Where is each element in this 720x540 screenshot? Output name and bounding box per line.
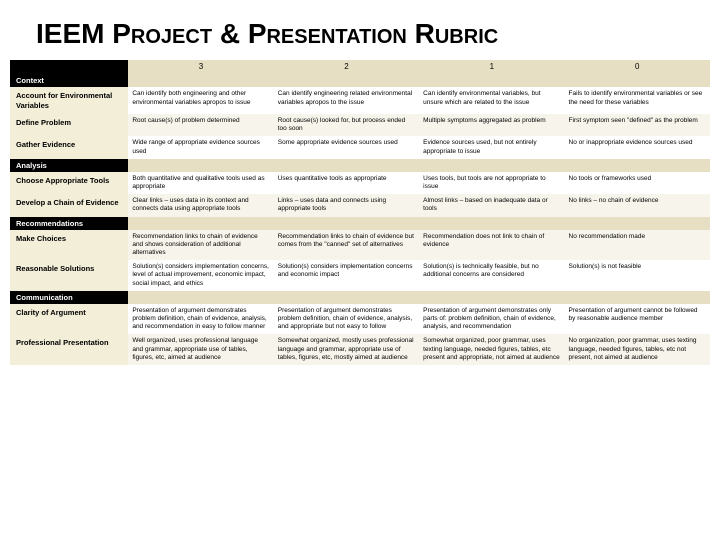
rubric-cell: Solution(s) considers implementation con…: [274, 260, 419, 290]
rubric-cell: Presentation of argument demonstrates on…: [419, 304, 564, 334]
rubric-cell: Root cause(s) of problem determined: [128, 114, 273, 136]
section-label: Recommendations: [10, 217, 128, 230]
rubric-cell: Somewhat organized, poor grammar, uses t…: [419, 334, 564, 364]
page-title: IEEM Project & Presentation Rubric: [0, 0, 720, 60]
rubric-cell: Recommendation links to chain of evidenc…: [274, 230, 419, 260]
rubric-cell: Solution(s) is technically feasible, but…: [419, 260, 564, 290]
rubric-cell: Some appropriate evidence sources used: [274, 136, 419, 158]
rubric-cell: Uses quantitative tools as appropriate: [274, 172, 419, 194]
section-label: Context: [10, 74, 128, 87]
rubric-cell: No or inappropriate evidence sources use…: [565, 136, 710, 158]
header-blank: [10, 60, 128, 74]
rubric-cell: Wide range of appropriate evidence sourc…: [128, 136, 273, 158]
rubric-cell: Presentation of argument demonstrates pr…: [274, 304, 419, 334]
score-header-row: 3 2 1 0: [10, 60, 710, 74]
section-label: Analysis: [10, 159, 128, 172]
table-row: Professional PresentationWell organized,…: [10, 334, 710, 364]
section-header: Analysis: [10, 159, 710, 172]
row-label: Reasonable Solutions: [10, 260, 128, 290]
row-label: Clarity of Argument: [10, 304, 128, 334]
rubric-cell: Can identify both engineering and other …: [128, 87, 273, 114]
row-label: Account for Environmental Variables: [10, 87, 128, 114]
rubric-cell: Uses tools, but tools are not appropriat…: [419, 172, 564, 194]
rubric-cell: Recommendation links to chain of evidenc…: [128, 230, 273, 260]
score-col-2: 2: [274, 60, 419, 74]
table-row: Clarity of ArgumentPresentation of argum…: [10, 304, 710, 334]
rubric-cell: Fails to identify environmental variable…: [565, 87, 710, 114]
rubric-cell: Somewhat organized, mostly uses professi…: [274, 334, 419, 364]
table-row: Gather EvidenceWide range of appropriate…: [10, 136, 710, 158]
rubric-cell: Multiple symptoms aggregated as problem: [419, 114, 564, 136]
score-col-1: 1: [419, 60, 564, 74]
row-label: Choose Appropriate Tools: [10, 172, 128, 194]
section-header-blank: [128, 159, 710, 172]
rubric-cell: No organization, poor grammar, uses text…: [565, 334, 710, 364]
section-label: Communication: [10, 291, 128, 304]
score-col-3: 3: [128, 60, 273, 74]
rubric-cell: Almost links – based on inadequate data …: [419, 194, 564, 216]
table-row: Define ProblemRoot cause(s) of problem d…: [10, 114, 710, 136]
section-header-blank: [128, 74, 710, 87]
row-label: Professional Presentation: [10, 334, 128, 364]
rubric-cell: No links – no chain of evidence: [565, 194, 710, 216]
table-row: Choose Appropriate ToolsBoth quantitativ…: [10, 172, 710, 194]
rubric-cell: Links – uses data and connects using app…: [274, 194, 419, 216]
section-header-blank: [128, 217, 710, 230]
table-row: Reasonable SolutionsSolution(s) consider…: [10, 260, 710, 290]
rubric-cell: Solution(s) considers implementation con…: [128, 260, 273, 290]
rubric-cell: No tools or frameworks used: [565, 172, 710, 194]
rubric-cell: Solution(s) is not feasible: [565, 260, 710, 290]
rubric-cell: No recommendation made: [565, 230, 710, 260]
row-label: Define Problem: [10, 114, 128, 136]
row-label: Gather Evidence: [10, 136, 128, 158]
rubric-cell: Clear links – uses data in its context a…: [128, 194, 273, 216]
rubric-table: 3 2 1 0 ContextAccount for Environmental…: [10, 60, 710, 365]
rubric-cell: Evidence sources used, but not entirely …: [419, 136, 564, 158]
rubric-cell: Can identify environmental variables, bu…: [419, 87, 564, 114]
section-header: Recommendations: [10, 217, 710, 230]
table-row: Make ChoicesRecommendation links to chai…: [10, 230, 710, 260]
section-header: Context: [10, 74, 710, 87]
row-label: Make Choices: [10, 230, 128, 260]
rubric-cell: Root cause(s) looked for, but process en…: [274, 114, 419, 136]
section-header: Communication: [10, 291, 710, 304]
rubric-cell: Recommendation does not link to chain of…: [419, 230, 564, 260]
rubric-cell: Presentation of argument demonstrates pr…: [128, 304, 273, 334]
table-row: Develop a Chain of EvidenceClear links –…: [10, 194, 710, 216]
section-header-blank: [128, 291, 710, 304]
rubric-cell: Well organized, uses professional langua…: [128, 334, 273, 364]
score-col-0: 0: [565, 60, 710, 74]
row-label: Develop a Chain of Evidence: [10, 194, 128, 216]
rubric-cell: Presentation of argument cannot be follo…: [565, 304, 710, 334]
rubric-cell: Can identify engineering related environ…: [274, 87, 419, 114]
rubric-cell: Both quantitative and qualitative tools …: [128, 172, 273, 194]
rubric-cell: First symptom seen "defined" as the prob…: [565, 114, 710, 136]
table-row: Account for Environmental VariablesCan i…: [10, 87, 710, 114]
